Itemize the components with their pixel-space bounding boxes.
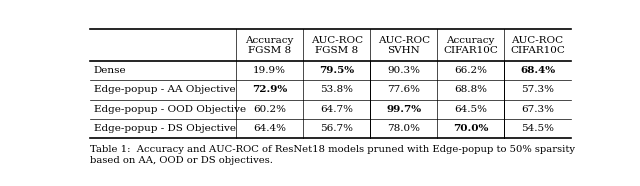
Text: Accuracy
FGSM 8: Accuracy FGSM 8 <box>246 36 294 55</box>
Text: Edge-popup - DS Objective: Edge-popup - DS Objective <box>94 124 236 133</box>
Text: 54.5%: 54.5% <box>521 124 554 133</box>
Text: Edge-popup - OOD Objective: Edge-popup - OOD Objective <box>94 105 246 114</box>
Text: 68.8%: 68.8% <box>454 86 487 94</box>
Text: Edge-popup - AA Objective: Edge-popup - AA Objective <box>94 86 236 94</box>
Text: 60.2%: 60.2% <box>253 105 286 114</box>
Text: 68.4%: 68.4% <box>520 66 555 75</box>
Text: 67.3%: 67.3% <box>521 105 554 114</box>
Text: 99.7%: 99.7% <box>386 105 421 114</box>
Text: Table 1:  Accuracy and AUC-ROC of ResNet18 models pruned with Edge-popup to 50% : Table 1: Accuracy and AUC-ROC of ResNet1… <box>90 145 575 165</box>
Text: 19.9%: 19.9% <box>253 66 286 75</box>
Text: 77.6%: 77.6% <box>387 86 420 94</box>
Text: 64.4%: 64.4% <box>253 124 286 133</box>
Text: 56.7%: 56.7% <box>320 124 353 133</box>
Text: Dense: Dense <box>94 66 127 75</box>
Text: AUC-ROC
FGSM 8: AUC-ROC FGSM 8 <box>310 36 363 55</box>
Text: 72.9%: 72.9% <box>252 86 287 94</box>
Text: 78.0%: 78.0% <box>387 124 420 133</box>
Text: 90.3%: 90.3% <box>387 66 420 75</box>
Text: 64.7%: 64.7% <box>320 105 353 114</box>
Text: 70.0%: 70.0% <box>453 124 488 133</box>
Text: 79.5%: 79.5% <box>319 66 355 75</box>
Text: Accuracy
CIFAR10C: Accuracy CIFAR10C <box>443 36 498 55</box>
Text: AUC-ROC
CIFAR10C: AUC-ROC CIFAR10C <box>510 36 565 55</box>
Text: 53.8%: 53.8% <box>320 86 353 94</box>
Text: AUC-ROC
SVHN: AUC-ROC SVHN <box>378 36 429 55</box>
Text: 66.2%: 66.2% <box>454 66 487 75</box>
Text: 57.3%: 57.3% <box>521 86 554 94</box>
Text: 64.5%: 64.5% <box>454 105 487 114</box>
